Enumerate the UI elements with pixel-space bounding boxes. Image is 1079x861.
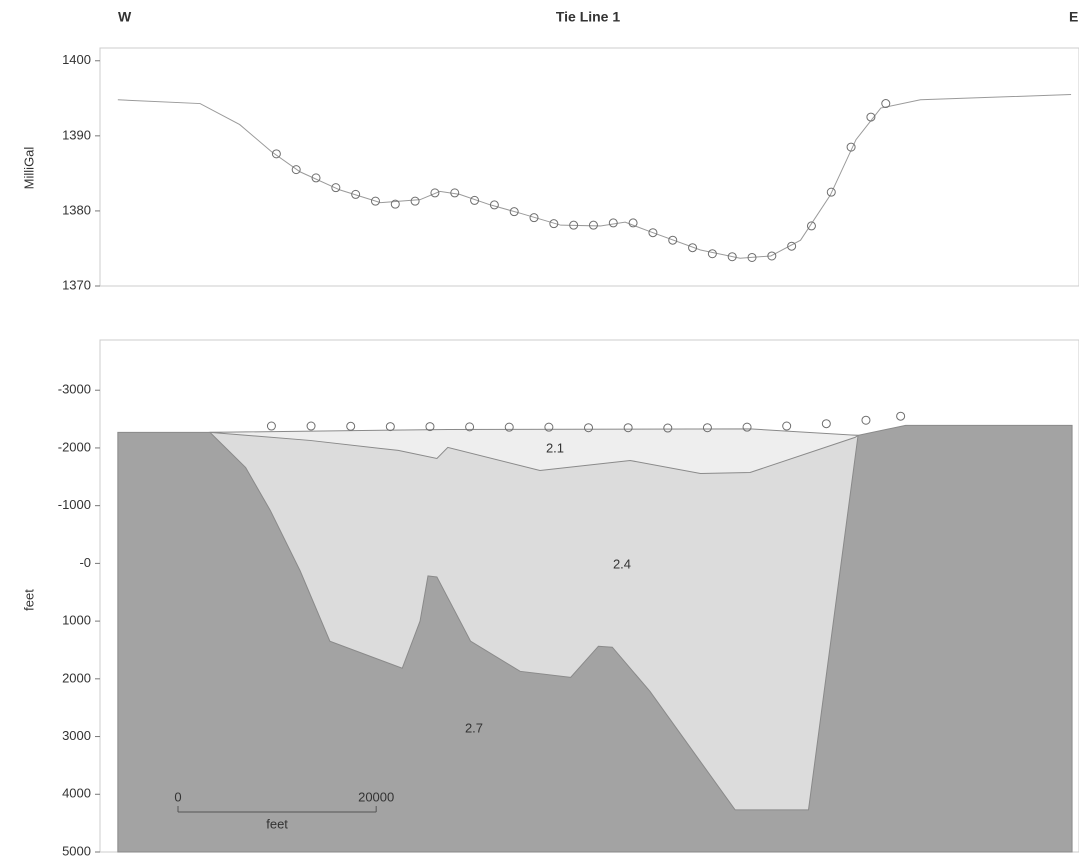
data-point	[272, 150, 280, 158]
data-point	[589, 221, 597, 229]
y-tick-label: 1390	[62, 127, 91, 142]
data-point	[882, 100, 890, 108]
data-point	[862, 416, 870, 424]
y-tick-label: 2000	[62, 670, 91, 685]
y-tick-label: -3000	[58, 382, 91, 397]
data-point	[822, 420, 830, 428]
east-label: E	[1069, 9, 1078, 25]
data-point	[386, 423, 394, 431]
data-point	[897, 412, 905, 420]
data-point	[431, 189, 439, 197]
data-point	[411, 197, 419, 205]
data-point	[609, 219, 617, 227]
data-point	[347, 422, 355, 430]
y-tick-label: -2000	[58, 439, 91, 454]
density-label: 2.7	[465, 720, 483, 735]
figure: W Tie Line 1 E MilliGal feet 1370 1380 139…	[0, 0, 1079, 861]
scale-label: 0	[174, 789, 181, 804]
y-tick-label: 1400	[62, 52, 91, 67]
y-tick-label: 1000	[62, 613, 91, 628]
data-line	[118, 95, 1071, 259]
y-tick-label: 4000	[62, 786, 91, 801]
west-label: W	[118, 9, 132, 25]
y-tick-label: 1370	[62, 277, 91, 292]
data-point	[267, 422, 275, 430]
y-tick-label: 5000	[62, 843, 91, 858]
y-axis-label: feet	[21, 589, 36, 611]
y-tick-label: -1000	[58, 497, 91, 512]
data-point	[629, 219, 637, 227]
scale-label: 20000	[358, 789, 394, 804]
data-point	[708, 250, 716, 258]
data-point	[307, 422, 315, 430]
density-label: 2.4	[613, 556, 631, 571]
data-point	[783, 422, 791, 430]
plot-frame	[100, 48, 1079, 286]
y-axis-label: MilliGal	[21, 147, 36, 190]
y-tick-label: -0	[79, 555, 91, 570]
y-tick-label: 1380	[62, 202, 91, 217]
density-label: 2.1	[546, 440, 564, 455]
scale-unit: feet	[266, 816, 288, 831]
y-tick-label: 3000	[62, 728, 91, 743]
chart-title: Tie Line 1	[556, 9, 621, 25]
